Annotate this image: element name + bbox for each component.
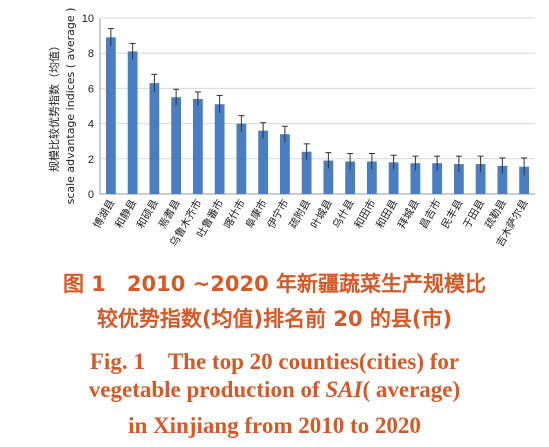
bar: [258, 130, 269, 194]
y-tick-label: 4: [88, 119, 94, 131]
chart-error-bars: [107, 28, 528, 176]
bar: [366, 161, 377, 194]
bar: [301, 151, 312, 194]
bar: [345, 161, 356, 194]
caption-en-line-2: vegetable production of SAI( average): [0, 377, 549, 403]
caption-cn-line-1: 图 1 2010 ~2020 年新疆蔬菜生产规模比: [62, 272, 487, 296]
chart-axes: [99, 18, 535, 195]
y-axis-label-cn: 规模比较优势指数（均值）: [47, 40, 61, 172]
bar: [519, 166, 530, 194]
y-tick-label: 6: [88, 83, 94, 95]
bar: [432, 163, 443, 194]
caption-en-line-2-part-c: ( average): [362, 377, 461, 402]
bar: [410, 163, 421, 194]
x-axis-tick-labels: 博湖县和静县和硕县焉耆县乌鲁木齐市吐鲁番市喀什市阜康市伊宁市疏附县叶城县乌什县和…: [90, 197, 530, 249]
caption-en-line-3: in Xinjiang from 2010 to 2020: [128, 413, 421, 438]
bar: [236, 123, 247, 194]
y-tick-label: 0: [88, 189, 94, 201]
bar: [279, 134, 290, 194]
caption-en-line-2-abbr: SAI: [325, 377, 363, 402]
bar: [149, 83, 160, 194]
bar: [475, 164, 486, 194]
caption-cn-line-2: 较优势指数(均值)排名前 20 的县(市): [96, 307, 453, 331]
bar: [214, 104, 225, 194]
chart-bars: [105, 37, 530, 194]
caption-en-line-1: Fig. 1 The top 20 counties(cities) for: [89, 349, 460, 374]
y-axis-tick-labels: 0 2 4 6 8 10: [82, 13, 94, 201]
bar-chart: 0 2 4 6 8 10 博湖县和静县和硕县焉耆县乌鲁木齐市吐鲁番市喀什市阜康市伊宁市疏附…: [47, 8, 535, 249]
bar: [127, 51, 138, 194]
bar: [171, 97, 182, 194]
y-tick-label: 8: [88, 48, 94, 60]
bar: [388, 162, 399, 194]
y-tick-label: 10: [82, 13, 94, 25]
chart-gridlines: [100, 17, 535, 160]
bar: [497, 165, 508, 194]
caption-en-line-2-part-a: vegetable production of: [88, 377, 326, 402]
bar: [105, 37, 116, 194]
y-tick-label: 2: [88, 154, 94, 166]
y-axis-label-en: scale advantage indices ( average ): [64, 8, 77, 205]
bar: [192, 98, 203, 194]
bar: [323, 160, 334, 194]
bar: [453, 164, 464, 194]
